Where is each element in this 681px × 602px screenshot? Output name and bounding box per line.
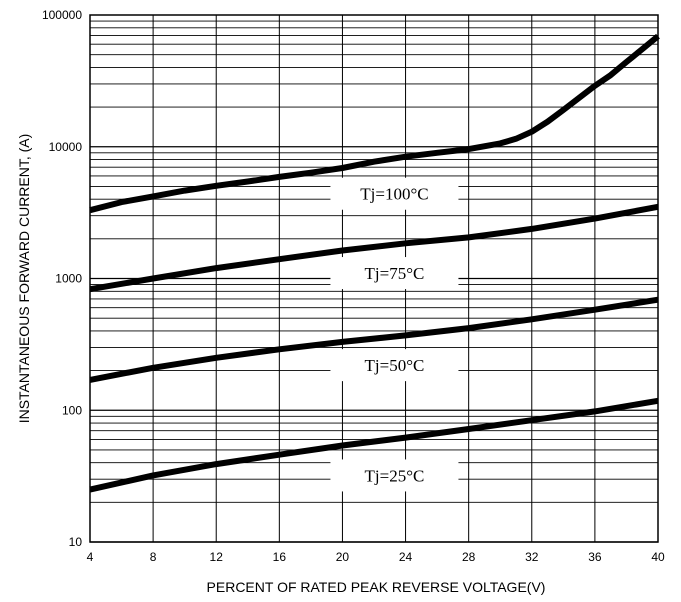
x-tick-label: 20 bbox=[336, 550, 350, 564]
curve-labels: Tj=100°C Tj=75°C Tj=50°C Tj=25°C bbox=[330, 177, 459, 492]
x-tick-label: 24 bbox=[399, 550, 413, 564]
x-tick-label: 4 bbox=[87, 550, 94, 564]
curve-label: Tj=50°C bbox=[365, 356, 425, 375]
y-tick-label: 100000 bbox=[42, 8, 82, 22]
y-tick-label: 1000 bbox=[55, 272, 82, 286]
y-axis-title: INSTANTANEOUS FORWARD CURRENT, (A) bbox=[16, 134, 32, 424]
x-axis-title: PERCENT OF RATED PEAK REVERSE VOLTAGE(V) bbox=[207, 579, 546, 595]
series-layer bbox=[89, 33, 660, 493]
curve-label-box bbox=[330, 349, 459, 382]
curve-label-box bbox=[330, 177, 459, 210]
curve-label-box bbox=[330, 459, 459, 492]
x-tick-label: 28 bbox=[462, 550, 476, 564]
y-tick-label: 10 bbox=[69, 535, 83, 549]
x-tick-label: 8 bbox=[150, 550, 157, 564]
series-line-4 bbox=[89, 397, 659, 493]
y-tick-label: 10000 bbox=[49, 140, 83, 154]
curve-label: Tj=25°C bbox=[365, 466, 425, 485]
plot-area bbox=[89, 14, 659, 543]
x-tick-label: 12 bbox=[210, 550, 224, 564]
curve-label: Tj=75°C bbox=[365, 264, 425, 283]
x-tick-label: 36 bbox=[588, 550, 602, 564]
x-tick-label: 40 bbox=[651, 550, 665, 564]
x-tick-label: 32 bbox=[525, 550, 539, 564]
curve-label-box bbox=[330, 257, 459, 290]
series-line-1 bbox=[89, 33, 660, 214]
series-line-2 bbox=[89, 203, 659, 293]
tick-labels: 4 8 12 16 20 24 28 32 36 40 10 100 1000 10000 100000 bbox=[42, 8, 665, 564]
curve-label: Tj=100°C bbox=[360, 185, 428, 204]
series-line-3 bbox=[89, 296, 659, 383]
y-tick-label: 100 bbox=[62, 403, 82, 417]
x-tick-label: 16 bbox=[273, 550, 287, 564]
